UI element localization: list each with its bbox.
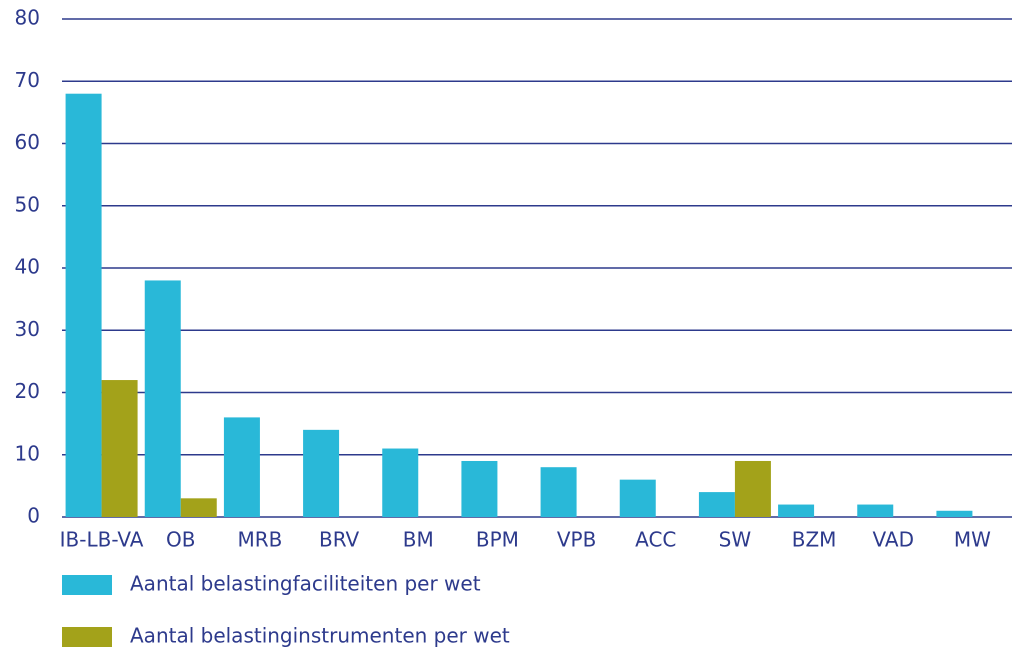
bar xyxy=(65,93,102,517)
legend-swatch xyxy=(62,627,112,647)
x-tick-label: MW xyxy=(954,528,991,552)
x-tick-label: SW xyxy=(719,528,752,552)
bar xyxy=(382,448,419,517)
y-tick-label: 60 xyxy=(15,130,40,154)
x-tick-label: BPM xyxy=(476,528,519,552)
bar xyxy=(778,504,815,517)
bar xyxy=(936,510,973,517)
y-tick-label: 20 xyxy=(15,379,40,403)
bar xyxy=(698,492,735,517)
x-tick-label: BRV xyxy=(319,528,360,552)
bar xyxy=(144,280,181,517)
legend-label: Aantal belastinginstrumenten per wet xyxy=(130,624,510,648)
bar xyxy=(540,467,577,517)
bar xyxy=(303,429,340,517)
bar xyxy=(461,460,498,517)
y-tick-label: 0 xyxy=(27,504,40,528)
y-tick-label: 40 xyxy=(15,255,40,279)
x-tick-label: IB-LB-VA xyxy=(60,528,144,552)
x-tick-label: BM xyxy=(403,528,434,552)
bar xyxy=(619,479,656,517)
legend-label: Aantal belastingfaciliteiten per wet xyxy=(130,572,481,596)
bar xyxy=(223,417,260,517)
y-tick-label: 10 xyxy=(15,441,40,465)
x-tick-label: BZM xyxy=(792,528,837,552)
bar xyxy=(101,380,138,517)
x-tick-label: MRB xyxy=(237,528,282,552)
y-tick-label: 50 xyxy=(15,192,40,216)
bar xyxy=(734,460,771,517)
legend-swatch xyxy=(62,575,112,595)
y-tick-label: 80 xyxy=(15,6,40,30)
bar xyxy=(857,504,894,517)
y-tick-label: 30 xyxy=(15,317,40,341)
bar xyxy=(180,498,217,517)
x-tick-label: VPB xyxy=(557,528,596,552)
x-tick-label: ACC xyxy=(635,528,676,552)
x-tick-label: VAD xyxy=(873,528,914,552)
x-tick-label: OB xyxy=(166,528,195,552)
y-tick-label: 70 xyxy=(15,68,40,92)
